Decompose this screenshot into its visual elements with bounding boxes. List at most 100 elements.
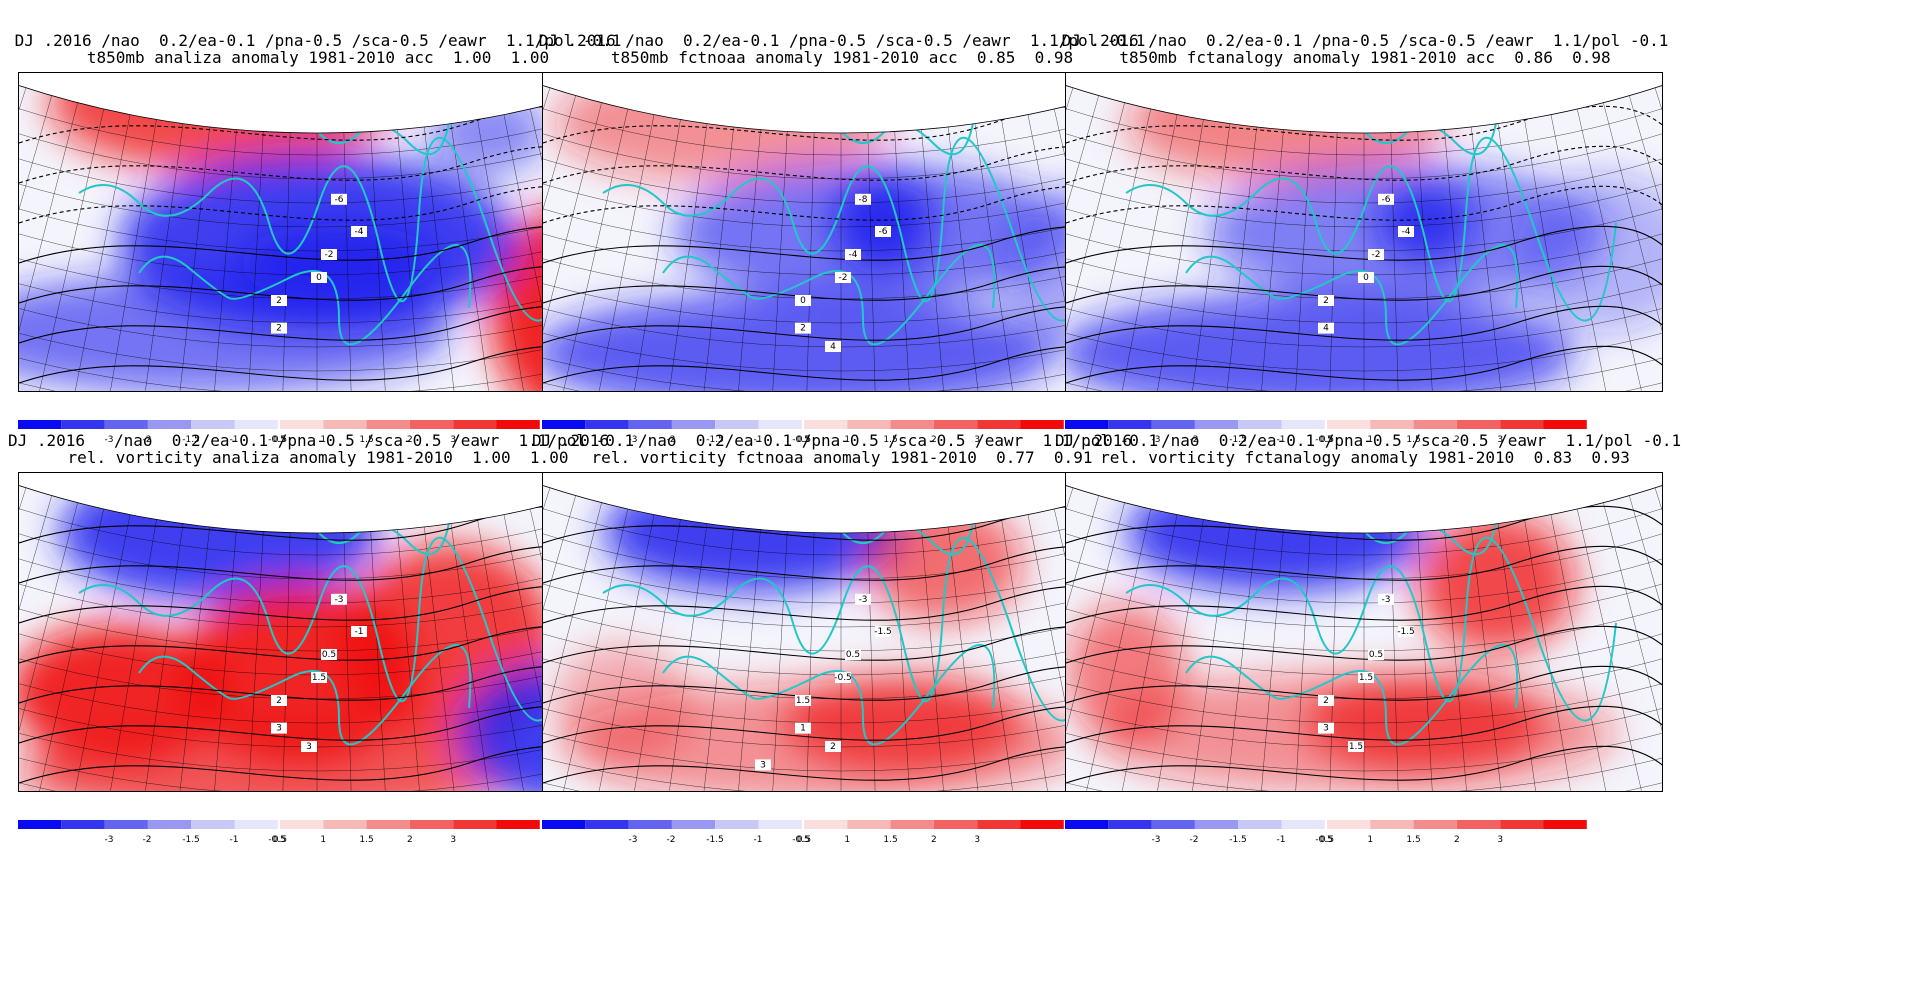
contour-line <box>543 145 1139 184</box>
svg-text:-6: -6 <box>1382 195 1391 205</box>
anomaly-map: -6 -4 -2 0 2 2 <box>18 72 616 392</box>
svg-text:2: 2 <box>800 324 806 334</box>
colorbar-swatch <box>758 820 802 829</box>
grid-meridian <box>397 529 423 791</box>
grid-meridian <box>343 132 353 391</box>
grid-meridian <box>246 131 264 391</box>
svg-text:0.5: 0.5 <box>322 650 336 660</box>
colorbar-swatch <box>977 420 1021 429</box>
contour-line <box>543 265 1139 304</box>
colorbar-swatch <box>1413 820 1457 829</box>
colorbar-swatch <box>1020 420 1064 429</box>
colorbar-tick-label: 2 <box>931 435 937 445</box>
colorbar-tick-label: 3 <box>974 835 980 845</box>
colorbar-swatch <box>61 420 105 429</box>
svg-text:1: 1 <box>800 724 806 734</box>
colorbar-swatch <box>542 420 586 429</box>
svg-text:-2: -2 <box>1372 250 1381 260</box>
colorbar-tick-label: -2 <box>667 835 676 845</box>
contour-line <box>1066 105 1662 144</box>
colorbar-swatch <box>280 420 324 429</box>
grid-meridian <box>1471 126 1506 391</box>
contour-label: 1.5 <box>1348 741 1364 752</box>
grid-meridian <box>921 529 947 791</box>
colorbar-tick-label: 1 <box>1367 435 1373 445</box>
chart-panel-2: DJ .2016 /nao 0.2/ea-0.1 /pna-0.5 /sca-0… <box>532 32 1152 492</box>
svg-text:0: 0 <box>800 296 806 306</box>
grid-meridian <box>246 531 264 791</box>
grid-meridian <box>1471 526 1506 791</box>
contour-line <box>543 585 1139 624</box>
colorbar-tick-label: 0.5 <box>797 435 811 445</box>
colorbar-tick-label: 3 <box>1497 835 1503 845</box>
svg-text:-6: -6 <box>879 227 888 237</box>
grid-meridian <box>699 526 734 791</box>
grid-meridian <box>867 132 877 391</box>
svg-text:-3: -3 <box>1382 595 1391 605</box>
grid-meridian <box>1328 132 1338 391</box>
svg-text:2: 2 <box>276 296 282 306</box>
svg-text:3: 3 <box>306 742 312 752</box>
svg-text:0.5: 0.5 <box>1369 650 1383 660</box>
colorbar-swatch <box>18 820 62 829</box>
contour-label: -2 <box>835 272 851 283</box>
colorbar-swatch <box>366 420 410 429</box>
colorbar-swatch <box>61 820 105 829</box>
contour-line <box>19 345 615 384</box>
colorbar-swatch <box>1065 420 1109 429</box>
colorbar-swatch <box>804 820 848 829</box>
panel-title-line1: DJ .2016 /nao 0.2/ea-0.1 /pna-0.5 /sca-0… <box>1055 431 1682 450</box>
contour-line <box>19 745 615 784</box>
colorbar-swatch <box>715 820 759 829</box>
colorbar-swatch <box>1151 420 1195 429</box>
contour-label: -1.5 <box>874 626 892 637</box>
grid-parallel <box>1066 173 1662 252</box>
contour-label: 2 <box>271 295 287 306</box>
contour-line <box>1066 265 1662 304</box>
grid-meridian <box>1083 508 1151 791</box>
colorbar-swatch <box>1281 420 1325 429</box>
colorbar-tick-label: -3 <box>105 435 114 445</box>
grid-parallel <box>19 263 615 348</box>
grid-parallel <box>1066 573 1662 652</box>
map-outline <box>543 85 1139 134</box>
grid-meridian <box>1001 519 1052 791</box>
colorbar-swatch <box>280 820 324 829</box>
contour-line <box>19 625 615 664</box>
contour-line <box>543 345 1139 384</box>
contour-label: 1.5 <box>795 695 811 706</box>
grid-meridian <box>19 102 78 391</box>
colorbar-swatch <box>1500 420 1544 429</box>
colorbar-tick-label: 1.5 <box>1406 435 1420 445</box>
grid-meridian <box>595 514 655 791</box>
grid-meridian <box>543 502 602 791</box>
grid-meridian <box>1390 132 1400 391</box>
contour-label: 0.5 <box>1368 649 1384 660</box>
grid-meridian <box>1603 502 1662 791</box>
svg-text:3: 3 <box>276 724 282 734</box>
contour-label: 2 <box>825 741 841 752</box>
anomaly-map: -3 -1.5 0.5 1.5 2 3 1.5 <box>1065 472 1663 792</box>
grid-meridian <box>450 123 494 391</box>
anomaly-map: -8 -6 -4 -2 0 2 4 <box>542 72 1140 392</box>
colorbar-tick-label: -1 <box>754 435 763 445</box>
contour-line <box>19 505 615 544</box>
grid-meridian <box>1417 531 1435 791</box>
colorbar-tick-label: -2 <box>1190 435 1199 445</box>
contour-label: 4 <box>1318 322 1334 334</box>
svg-text:3: 3 <box>760 760 766 770</box>
grid-meridian <box>424 526 459 791</box>
grid-parallel <box>1066 84 1662 156</box>
contour-label: -4 <box>845 249 861 260</box>
grid-meridian <box>1629 495 1662 784</box>
grid-meridian <box>595 114 655 391</box>
colorbar-swatch <box>1151 820 1195 829</box>
colorbar-tick-label: -0.5 <box>792 835 810 845</box>
colorbar-swatch <box>1108 820 1152 829</box>
colorbar-tick-label: 1.5 <box>883 835 897 845</box>
grid-meridian <box>1497 123 1541 391</box>
colorbar-swatch <box>847 820 891 829</box>
colorbar-tick-label: 3 <box>450 835 456 845</box>
colorbar-swatch <box>671 820 716 829</box>
contour-label: -3 <box>331 593 347 605</box>
